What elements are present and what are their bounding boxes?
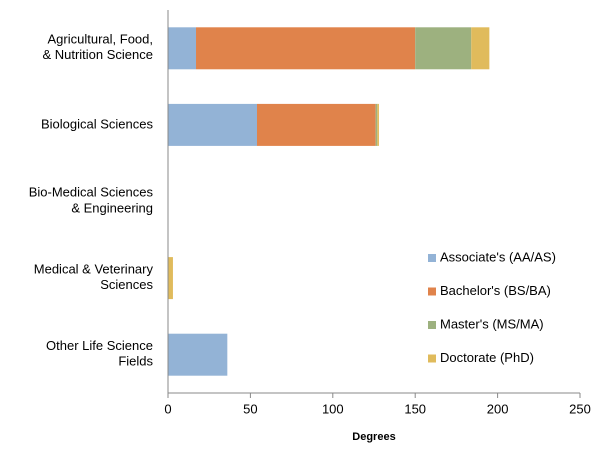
legend-label: Doctorate (PhD)	[440, 350, 534, 365]
y-tick-label: Medical & Veterinary Sciences	[34, 262, 154, 293]
bar-segment	[375, 103, 378, 146]
y-tick-label: Biological Sciences	[41, 116, 154, 131]
y-tick-label: Other Life Science Fields	[46, 338, 153, 369]
legend-label: Bachelor's (BS/BA)	[440, 283, 551, 298]
legend-swatch	[428, 287, 436, 296]
x-axis-label: Degrees	[352, 431, 395, 443]
bar-segment	[471, 27, 490, 70]
legend-swatch	[428, 254, 436, 262]
legend-label: Associate's (AA/AS)	[440, 249, 556, 264]
legend-label: Master's (MS/MA)	[440, 316, 544, 331]
bar-segment	[377, 103, 379, 146]
y-tick-label: Agricultural, Food, & Nutrition Science	[42, 32, 153, 63]
bar-segment	[168, 333, 228, 376]
bar-segment	[168, 257, 173, 300]
y-tick-label: Bio-Medical Sciences & Engineering	[29, 185, 154, 216]
x-tick-label: 150	[404, 401, 426, 416]
bar-segment	[168, 27, 197, 70]
x-tick-label: 50	[243, 401, 257, 416]
bar-segment	[415, 27, 472, 70]
legend-swatch	[428, 354, 436, 363]
x-tick-label: 0	[164, 401, 171, 416]
bar-segment	[256, 103, 376, 146]
bar-segment	[168, 103, 257, 146]
legend-swatch	[428, 321, 436, 329]
x-tick-label: 100	[322, 401, 344, 416]
x-tick-label: 200	[487, 401, 509, 416]
bar-segment	[196, 27, 416, 70]
x-tick-label: 250	[569, 401, 591, 416]
